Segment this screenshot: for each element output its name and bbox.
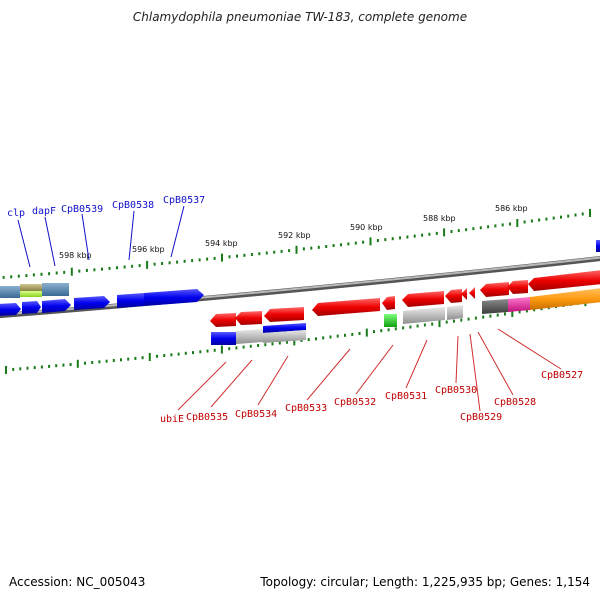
- gene-arrow[interactable]: [0, 303, 21, 316]
- scale-label-586: 586 kbp: [495, 204, 528, 213]
- gene-arrow[interactable]: [528, 270, 600, 291]
- map-title: Chlamydophila pneumoniae TW-183, complet…: [132, 10, 468, 24]
- gene-feature[interactable]: [384, 314, 397, 327]
- gene-arrow[interactable]: [42, 299, 71, 313]
- scale-label-594: 594 kbp: [205, 239, 238, 248]
- gene-label-CpB0528[interactable]: CpB0528: [494, 397, 536, 408]
- reverse-label-leaders: [177, 328, 562, 412]
- gene-feature[interactable]: [0, 286, 20, 298]
- gene-feature[interactable]: [403, 307, 445, 324]
- forward-gene-labels: clp dapF CpB0539 CpB0538 CpB0537: [7, 195, 205, 219]
- lower-track: [211, 305, 463, 345]
- genome-summary-text: Topology: circular; Length: 1,225,935 bp…: [260, 575, 590, 589]
- gene-arrow[interactable]: [210, 313, 236, 327]
- reverse-strand-track: [210, 270, 600, 327]
- gene-feature[interactable]: [211, 332, 236, 345]
- gene-feature[interactable]: [20, 284, 42, 291]
- gene-label-CpB0531[interactable]: CpB0531: [385, 391, 427, 402]
- gene-label-CpB0538[interactable]: CpB0538: [112, 200, 154, 211]
- reverse-gene-labels: ubiE CpB0535 CpB0534 CpB0533 CpB0532 CpB…: [160, 370, 583, 425]
- gene-label-CpB0527[interactable]: CpB0527: [541, 370, 583, 381]
- gene-arrow[interactable]: [264, 307, 304, 322]
- gene-feature[interactable]: [42, 283, 69, 296]
- scale-label-592: 592 kbp: [278, 231, 311, 240]
- scale-label-588: 588 kbp: [423, 214, 456, 223]
- gene-feature[interactable]: [482, 299, 508, 314]
- gene-feature[interactable]: [447, 305, 463, 320]
- gene-arrow[interactable]: [480, 282, 509, 297]
- gene-feature[interactable]: [236, 329, 263, 344]
- gene-arrow[interactable]: [74, 296, 110, 310]
- gene-label-CpB0539[interactable]: CpB0539: [61, 204, 103, 215]
- gene-arrow[interactable]: [382, 296, 395, 310]
- gene-arrow[interactable]: [402, 291, 444, 307]
- scale-label-590: 590 kbp: [350, 223, 383, 232]
- gene-arrow[interactable]: [117, 293, 144, 308]
- scale-labels: 598 kbp 596 kbp 594 kbp 592 kbp 590 kbp …: [59, 204, 528, 260]
- gene-arrow[interactable]: [22, 301, 41, 314]
- gene-arrow[interactable]: [530, 288, 600, 310]
- gene-label-clp[interactable]: clp: [7, 208, 25, 219]
- gene-arrow[interactable]: [235, 311, 262, 325]
- gene-label-CpB0532[interactable]: CpB0532: [334, 397, 376, 408]
- gene-label-CpB0535[interactable]: CpB0535: [186, 412, 228, 423]
- gene-label-ubiE[interactable]: ubiE: [160, 414, 184, 425]
- gene-arrow[interactable]: [507, 280, 528, 294]
- gene-feature[interactable]: [263, 330, 306, 343]
- gene-arrow[interactable]: [461, 288, 467, 300]
- gene-arrow[interactable]: [445, 289, 462, 303]
- gene-feature[interactable]: [508, 297, 530, 312]
- gene-label-CpB0529[interactable]: CpB0529: [460, 412, 502, 423]
- scale-label-596: 596 kbp: [132, 245, 165, 254]
- gene-feature[interactable]: [20, 291, 42, 297]
- gene-arrow[interactable]: [469, 287, 475, 299]
- gene-label-CpB0537[interactable]: CpB0537: [163, 195, 205, 206]
- forward-strand-track: [0, 240, 600, 316]
- gene-arrow[interactable]: [312, 298, 380, 316]
- gene-label-dapF[interactable]: dapF: [32, 206, 56, 217]
- inner-scale-ticks: [5, 298, 600, 374]
- gene-label-CpB0534[interactable]: CpB0534: [235, 409, 277, 420]
- forward-label-leaders: [17, 205, 185, 268]
- accession-text: Accession: NC_005043: [9, 575, 146, 589]
- gene-arrow[interactable]: [596, 240, 600, 252]
- gene-arrow[interactable]: [144, 289, 204, 306]
- gene-label-CpB0533[interactable]: CpB0533: [285, 403, 327, 414]
- outer-scale-ticks: [2, 209, 591, 279]
- gene-label-CpB0530[interactable]: CpB0530: [435, 385, 477, 396]
- scale-label-598: 598 kbp: [59, 251, 92, 260]
- gene-feature[interactable]: [263, 323, 306, 333]
